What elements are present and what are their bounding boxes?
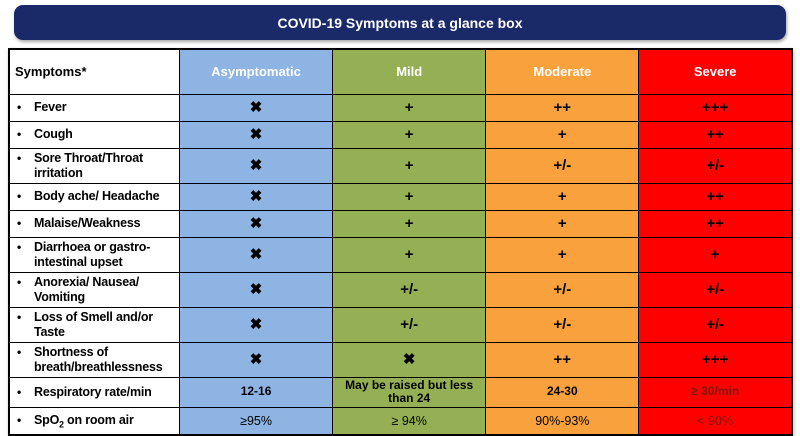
- bullet-marker: •: [17, 412, 22, 427]
- severity-cell-mild: +/-: [332, 271, 487, 308]
- table-row: • Diarrhoea or gastro-intestinal upset ✖ + +…: [8, 236, 793, 273]
- table-row: • Malaise/Weakness ✖ + + ++: [8, 209, 793, 238]
- symptom-label: Body ache/ Headache: [34, 189, 160, 203]
- symptom-cell: • Shortness of breath/breathlessness: [8, 341, 180, 378]
- severity-cell-mild: +: [332, 120, 487, 149]
- table-row: • Respiratory rate/min 12-16 May be raised …: [8, 376, 793, 409]
- severity-cell-asymptomatic: ✖: [178, 209, 334, 238]
- table-row: • Fever ✖ + ++ +++: [8, 93, 793, 122]
- severity-cell-asymptomatic: ✖: [178, 236, 334, 273]
- column-header-asymptomatic: Asymptomatic: [178, 48, 334, 95]
- severity-cell-asymptomatic: ✖: [178, 147, 334, 184]
- page-title: COVID-19 Symptoms at a glance box: [277, 14, 523, 31]
- symptom-cell: • Cough: [8, 120, 180, 149]
- severity-cell-severe: < 90%: [638, 407, 793, 436]
- severity-cell-moderate: +: [485, 120, 640, 149]
- severity-cell-moderate: +: [485, 182, 640, 211]
- bullet-marker: •: [17, 150, 22, 165]
- symptom-label: Sore Throat/Throat irritation: [34, 150, 143, 180]
- symptom-label: Diarrhoea or gastro-intestinal upset: [34, 239, 151, 269]
- symptom-cell: • Sore Throat/Throat irritation: [8, 147, 180, 184]
- table-row: • Anorexia/ Nausea/ Vomiting ✖ +/- +/- +/-: [8, 271, 793, 308]
- symptom-cell: • Loss of Smell and/or Taste: [8, 306, 180, 343]
- symptom-label: Respiratory rate/min: [34, 384, 152, 399]
- bullet-marker: •: [17, 309, 22, 324]
- bullet-marker: •: [17, 274, 22, 289]
- severity-cell-mild: ✖: [332, 341, 487, 378]
- column-header-mild: Mild: [332, 48, 487, 95]
- symptom-label: SpO2 on room air: [34, 412, 134, 430]
- severity-cell-asymptomatic: ✖: [178, 271, 334, 308]
- severity-cell-severe: ++: [638, 120, 793, 149]
- severity-cell-moderate: +/-: [485, 306, 640, 343]
- symptom-label: Shortness of breath/breathlessness: [34, 344, 163, 374]
- table-row: • Sore Throat/Throat irritation ✖ + +/- +/-: [8, 147, 793, 184]
- bullet-marker: •: [17, 189, 22, 203]
- severity-cell-severe: +/-: [638, 271, 793, 308]
- symptom-cell: • Anorexia/ Nausea/ Vomiting: [8, 271, 180, 308]
- symptom-cell: • SpO2 on room air: [8, 407, 180, 436]
- header-row: Symptoms* Asymptomatic Mild Moderate Severe: [8, 48, 793, 95]
- severity-cell-asymptomatic: ≥95%: [178, 407, 334, 436]
- column-header-moderate: Moderate: [485, 48, 640, 95]
- severity-cell-severe: +: [638, 236, 793, 273]
- bullet-marker: •: [17, 344, 22, 359]
- symptoms-table: Symptoms* Asymptomatic Mild Moderate Severe…: [8, 48, 793, 436]
- severity-cell-mild: +: [332, 236, 487, 273]
- severity-cell-moderate: ++: [485, 93, 640, 122]
- severity-cell-moderate: +/-: [485, 147, 640, 184]
- severity-cell-mild: +: [332, 93, 487, 122]
- column-header-symptoms: Symptoms*: [8, 48, 180, 95]
- severity-cell-severe: ++: [638, 182, 793, 211]
- severity-cell-mild: +: [332, 147, 487, 184]
- severity-cell-mild: May be raised but less than 24: [332, 376, 487, 409]
- severity-cell-mild: +: [332, 209, 487, 238]
- symptom-label: Cough: [34, 127, 73, 141]
- table-row: • Loss of Smell and/or Taste ✖ +/- +/- +/-: [8, 306, 793, 343]
- title-banner: COVID-19 Symptoms at a glance box: [14, 5, 786, 40]
- symptom-cell: • Respiratory rate/min: [8, 376, 180, 409]
- table-row: • Cough ✖ + + ++: [8, 120, 793, 149]
- bullet-marker: •: [17, 100, 22, 114]
- symptom-cell: • Diarrhoea or gastro-intestinal upset: [8, 236, 180, 273]
- table-row: • SpO2 on room air ≥95% ≥ 94% 90%-93% < 90%: [8, 407, 793, 436]
- severity-cell-moderate: +/-: [485, 271, 640, 308]
- severity-cell-mild: +: [332, 182, 487, 211]
- severity-cell-severe: +++: [638, 93, 793, 122]
- severity-cell-asymptomatic: ✖: [178, 120, 334, 149]
- severity-cell-asymptomatic: ✖: [178, 93, 334, 122]
- table-row: • Body ache/ Headache ✖ + + ++: [8, 182, 793, 211]
- table-body: • Fever ✖ + ++ +++ • Cough ✖ + + ++ • Sore Throat/Thr…: [8, 93, 793, 436]
- bullet-marker: •: [17, 239, 22, 254]
- severity-cell-asymptomatic: ✖: [178, 306, 334, 343]
- symptom-label: Fever: [34, 100, 67, 114]
- severity-cell-mild: +/-: [332, 306, 487, 343]
- bullet-marker: •: [17, 384, 22, 399]
- bullet-marker: •: [17, 216, 22, 230]
- severity-cell-severe: ++: [638, 209, 793, 238]
- severity-cell-moderate: +: [485, 236, 640, 273]
- symptom-label: Loss of Smell and/or Taste: [34, 309, 153, 339]
- severity-cell-severe: +/-: [638, 306, 793, 343]
- severity-cell-moderate: 24-30: [485, 376, 640, 409]
- symptom-cell: • Body ache/ Headache: [8, 182, 180, 211]
- symptom-cell: • Malaise/Weakness: [8, 209, 180, 238]
- table-row: • Shortness of breath/breathlessness ✖ ✖ ++ +…: [8, 341, 793, 378]
- severity-cell-moderate: 90%-93%: [485, 407, 640, 436]
- column-header-severe: Severe: [638, 48, 793, 95]
- symptom-label: Malaise/Weakness: [34, 216, 141, 230]
- severity-cell-severe: +/-: [638, 147, 793, 184]
- severity-cell-moderate: ++: [485, 341, 640, 378]
- severity-cell-severe: ≥ 30/min: [638, 376, 793, 409]
- symptom-cell: • Fever: [8, 93, 180, 122]
- severity-cell-asymptomatic: ✖: [178, 182, 334, 211]
- severity-cell-moderate: +: [485, 209, 640, 238]
- severity-cell-asymptomatic: 12-16: [178, 376, 334, 409]
- bullet-marker: •: [17, 127, 22, 141]
- severity-cell-severe: +++: [638, 341, 793, 378]
- severity-cell-mild: ≥ 94%: [332, 407, 487, 436]
- symptom-label: Anorexia/ Nausea/ Vomiting: [34, 274, 139, 304]
- severity-cell-asymptomatic: ✖: [178, 341, 334, 378]
